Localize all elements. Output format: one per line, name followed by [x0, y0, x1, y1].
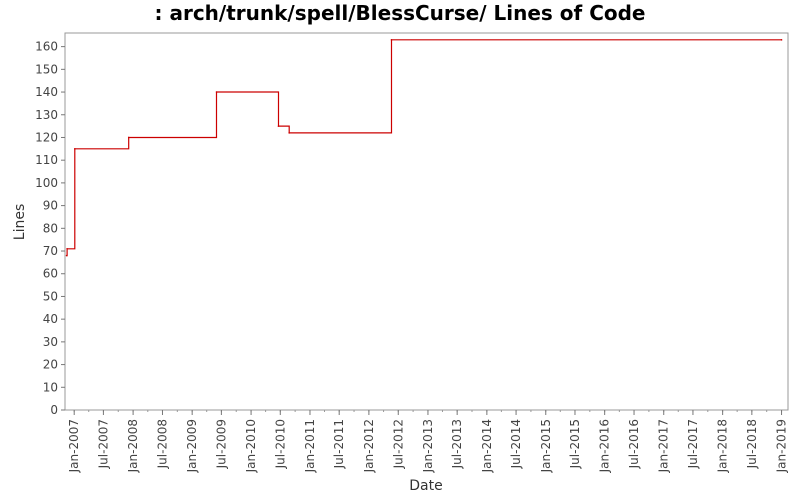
x-tick-label: Jan-2019 — [775, 419, 789, 473]
x-tick-label: Jul-2011 — [332, 419, 346, 469]
x-tick-label: Jan-2014 — [480, 419, 494, 473]
y-tick-label: 50 — [43, 289, 58, 303]
plot-area — [64, 32, 789, 411]
x-tick-label: Jul-2014 — [509, 419, 523, 469]
data-point — [288, 132, 290, 134]
x-tick-label: Jan-2010 — [244, 419, 258, 473]
x-tick-label: Jul-2008 — [155, 419, 169, 469]
data-point — [277, 125, 280, 127]
x-tick-label: Jul-2009 — [214, 419, 228, 469]
y-tick-label: 0 — [50, 403, 58, 417]
data-point — [390, 39, 393, 41]
x-tick-label: Jul-2015 — [568, 419, 582, 469]
x-tick-label: Jan-2007 — [67, 419, 81, 473]
data-point — [215, 91, 218, 93]
x-tick-label: Jul-2012 — [391, 419, 405, 469]
y-tick-label: 150 — [35, 62, 58, 76]
x-tick-label: Jan-2009 — [185, 419, 199, 473]
y-tick-label: 90 — [43, 199, 58, 213]
series-line — [66, 39, 782, 257]
data-point — [66, 247, 68, 250]
y-tick-label: 110 — [35, 153, 58, 167]
x-tick-label: Jan-2013 — [421, 419, 435, 473]
y-tick-label: 130 — [35, 108, 58, 122]
y-tick-label: 70 — [43, 244, 58, 258]
series-layer — [65, 39, 783, 257]
y-tick-label: 140 — [35, 85, 58, 99]
data-point — [127, 136, 130, 139]
y-tick-label: 60 — [43, 267, 58, 281]
y-tick-label: 100 — [35, 176, 58, 190]
y-tick-label: 30 — [43, 335, 58, 349]
y-tick-label: 120 — [35, 130, 58, 144]
y-axis: 0 10 20 30 40 50 60 70 80 90 100 110 120 130 140 150 160 — [35, 40, 65, 417]
x-tick-label: Jul-2007 — [96, 419, 110, 469]
y-axis-label: Lines — [12, 204, 28, 240]
x-axis: Jan-2007 Jul-2007 Jan-2008 Jul-2008 Jan-2009… — [67, 410, 789, 473]
y-tick-label: 160 — [35, 40, 58, 54]
x-axis-label: Date — [409, 478, 442, 494]
x-tick-label: Jan-2018 — [716, 419, 730, 473]
x-tick-label: Jul-2018 — [745, 419, 759, 469]
y-tick-label: 80 — [43, 221, 58, 235]
x-tick-label: Jul-2017 — [686, 419, 700, 469]
data-point — [780, 39, 783, 41]
y-tick-label: 40 — [43, 312, 58, 326]
data-point — [65, 254, 68, 257]
x-tick-label: Jan-2012 — [362, 419, 376, 473]
y-tick-label: 10 — [43, 380, 58, 394]
x-tick-label: Jan-2015 — [539, 419, 553, 473]
y-tick-label: 20 — [43, 358, 58, 372]
x-tick-label: Jan-2008 — [126, 419, 140, 473]
x-tick-label: Jul-2016 — [627, 419, 641, 469]
x-tick-label: Jul-2013 — [450, 419, 464, 469]
x-tick-label: Jan-2011 — [303, 419, 317, 473]
x-tick-label: Jan-2016 — [598, 419, 612, 473]
data-point — [74, 148, 76, 150]
x-tick-label: Jan-2017 — [657, 419, 671, 473]
x-tick-label: Jul-2010 — [273, 419, 287, 469]
chart-title: : arch/trunk/spell/BlessCurse/ Lines of … — [155, 1, 646, 25]
